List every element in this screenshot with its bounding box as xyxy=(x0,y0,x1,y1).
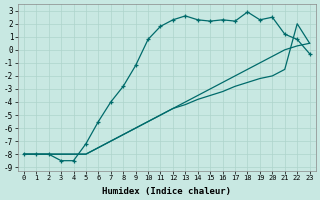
X-axis label: Humidex (Indice chaleur): Humidex (Indice chaleur) xyxy=(102,187,231,196)
